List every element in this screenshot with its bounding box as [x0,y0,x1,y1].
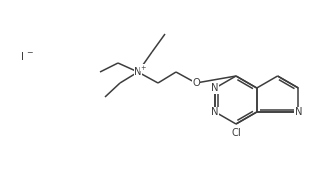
Text: N: N [211,107,219,117]
Text: +: + [141,64,146,70]
Text: N: N [134,67,142,77]
Text: −: − [26,48,32,58]
Text: Cl: Cl [231,128,241,138]
Text: N: N [211,83,219,93]
Text: O: O [192,78,200,88]
Text: N: N [295,107,302,117]
Text: I: I [20,52,24,62]
